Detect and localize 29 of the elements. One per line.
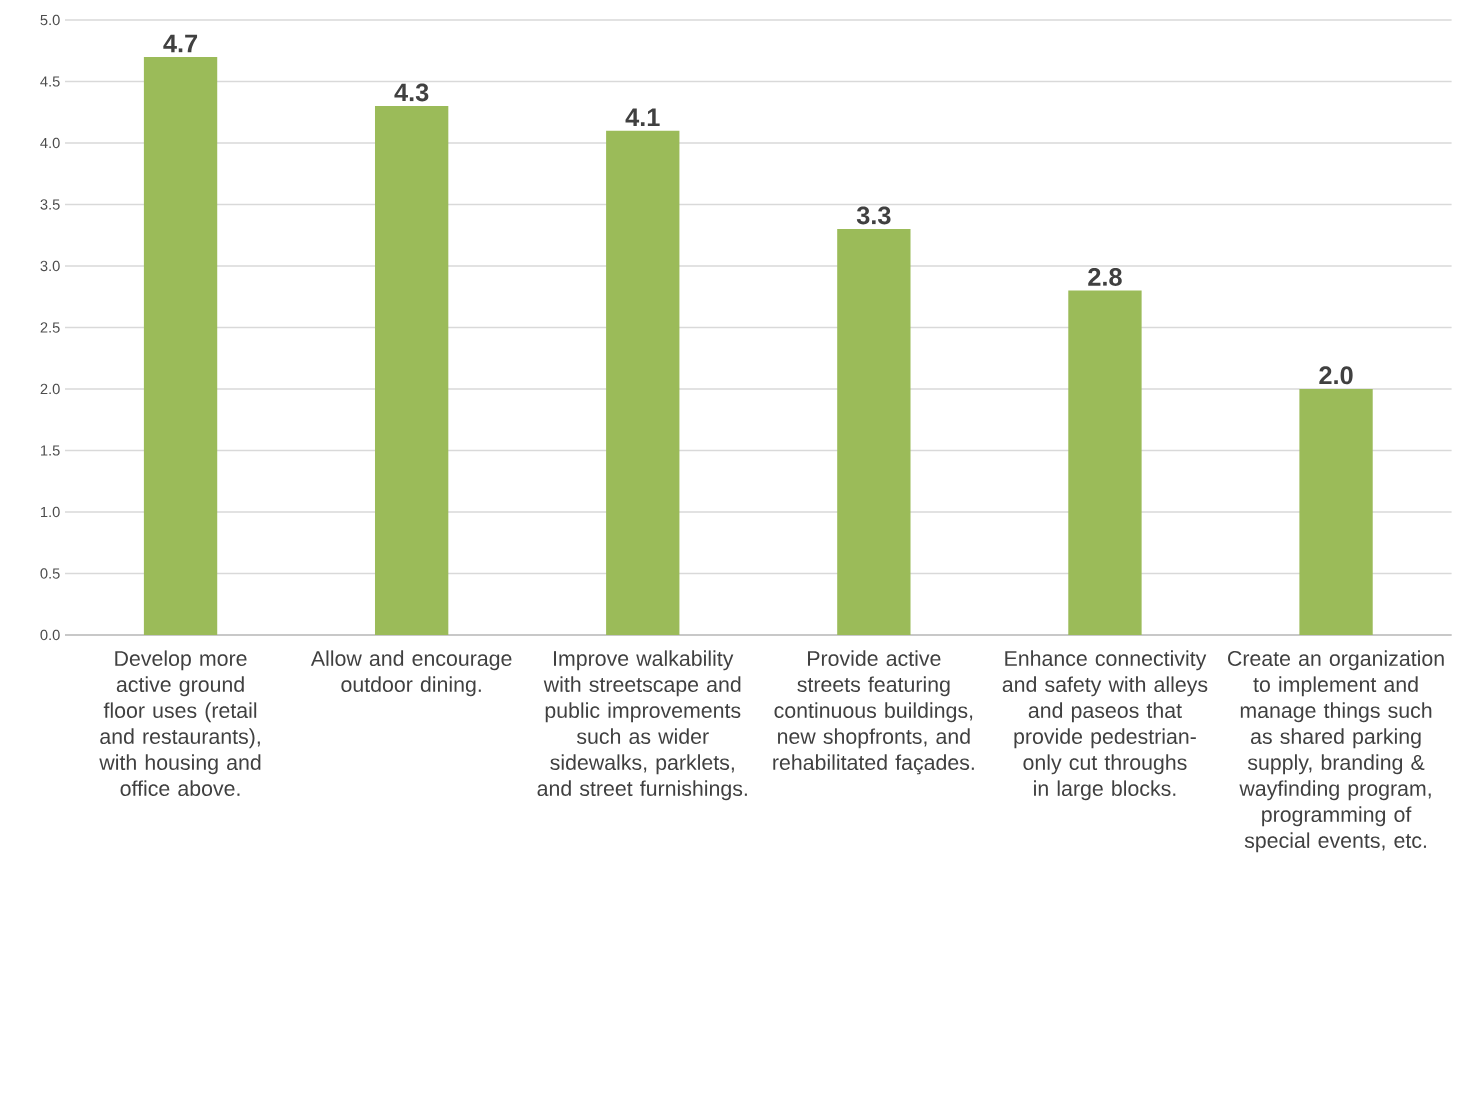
bar [606, 130, 680, 635]
y-tick-label: 2.0 [40, 383, 60, 395]
x-tick-label: Provide active streets featuring continuous buildings, new shopfronts, and rehabilitated façades. [773, 650, 974, 775]
x-tick-label: Develop more active ground floor uses (retail and restaurants), with housing and office above. [99, 650, 261, 797]
data-label: 4.7 [163, 34, 198, 53]
data-label: 4.3 [394, 83, 429, 102]
y-tick-label: 1.5 [41, 445, 60, 456]
data-label: 4.1 [625, 108, 660, 126]
data-label: 2.8 [1088, 267, 1122, 286]
x-tick-label: Enhance connectivity and safety with alleys and paseos that provide pedestrian-only cut throughs in large blocks. [1002, 650, 1208, 801]
y-tick-label: 4.5 [40, 76, 60, 87]
x-tick-label: Improve walkability with streetscape and public improvements such as wider sidewalks, parklets, and street furnishings. [537, 650, 747, 801]
y-tick-label: 0.0 [40, 629, 60, 641]
y-tick-label: 0.5 [40, 568, 60, 579]
bar [1299, 388, 1373, 635]
x-tick-label: Create an organization to implement and manage things such as shared parking supply, branding & wayfinding program, programming of special events, etc. [1228, 650, 1444, 853]
x-tick-label: Allow and encourage outdoor dining. [310, 650, 512, 697]
y-tick-label: 3.5 [40, 199, 60, 210]
y-tick-label: 5.0 [40, 14, 60, 26]
bar [1068, 290, 1142, 635]
y-tick-label: 3.0 [40, 260, 60, 272]
data-label: 3.3 [856, 206, 891, 225]
y-tick-label: 2.5 [40, 322, 60, 333]
bar [837, 229, 911, 635]
y-tick-label: 4.0 [40, 137, 60, 149]
data-label: 2.0 [1319, 366, 1353, 385]
bar [374, 106, 449, 635]
y-tick-label: 1.0 [41, 506, 60, 518]
bar [143, 56, 218, 635]
